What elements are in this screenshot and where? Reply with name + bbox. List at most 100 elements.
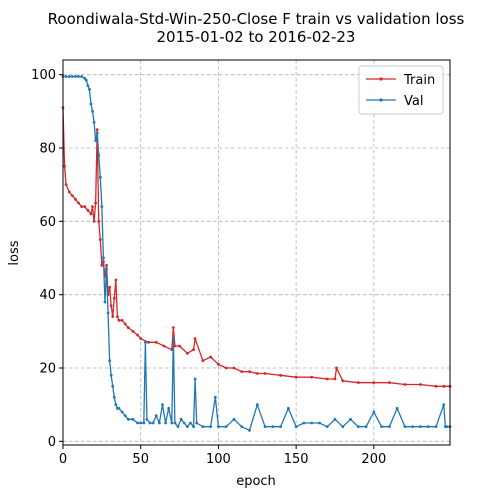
data-point-train xyxy=(114,278,118,282)
data-point-train xyxy=(111,315,115,319)
data-point-val xyxy=(88,87,91,91)
data-point-val xyxy=(84,78,88,82)
data-point-val xyxy=(112,395,116,399)
data-point-train xyxy=(193,337,197,341)
data-point-val xyxy=(442,403,446,407)
data-point-val xyxy=(189,421,192,425)
data-point-train xyxy=(95,128,99,132)
data-point-val xyxy=(142,421,146,425)
data-point-val xyxy=(106,311,110,315)
data-point-val xyxy=(64,75,68,78)
data-point-val xyxy=(318,421,321,425)
data-point-train xyxy=(240,370,244,374)
data-point-train xyxy=(255,372,259,375)
data-point-val xyxy=(103,300,107,304)
data-point-train xyxy=(356,381,360,385)
data-point-val xyxy=(232,417,236,421)
chart-title: Roondiwala-Std-Win-250-Close F train vs … xyxy=(48,10,465,28)
data-point-train xyxy=(108,285,112,289)
data-point-val xyxy=(426,425,430,429)
y-tick-label: 60 xyxy=(39,215,56,230)
data-point-train xyxy=(98,238,102,242)
data-point-val xyxy=(171,337,175,341)
data-point-val xyxy=(240,425,244,429)
data-point-val xyxy=(209,425,213,429)
data-point-val xyxy=(109,373,113,377)
data-point-val xyxy=(126,417,130,421)
data-point-val xyxy=(157,421,161,425)
data-point-train xyxy=(131,329,135,333)
y-tick-label: 40 xyxy=(39,288,56,303)
data-point-val xyxy=(117,406,121,410)
x-axis-label: epoch xyxy=(236,474,276,489)
data-point-train xyxy=(154,340,158,344)
series-line-train xyxy=(62,107,450,387)
x-tick-label: 0 xyxy=(59,452,67,467)
data-point-val xyxy=(95,131,99,135)
y-tick-label: 0 xyxy=(48,435,56,450)
data-point-train xyxy=(63,164,66,168)
data-point-train xyxy=(192,348,195,352)
data-point-train xyxy=(341,379,345,383)
data-point-val xyxy=(380,425,384,429)
data-point-train xyxy=(100,263,104,267)
data-point-val xyxy=(325,425,329,429)
data-point-val xyxy=(92,120,96,124)
data-point-train xyxy=(178,344,181,348)
data-point-val xyxy=(67,75,71,78)
data-point-train xyxy=(139,337,143,341)
data-point-train xyxy=(112,296,116,300)
data-point-val xyxy=(94,139,98,143)
data-point-val xyxy=(419,425,422,429)
data-point-val xyxy=(411,425,415,429)
data-point-val xyxy=(98,175,102,179)
data-point-train xyxy=(434,384,438,388)
data-point-val xyxy=(86,84,90,88)
data-point-val xyxy=(120,410,124,414)
legend: Train Val xyxy=(358,65,444,115)
data-point-val xyxy=(176,425,180,429)
data-point-train xyxy=(442,384,446,388)
data-point-val xyxy=(139,421,143,425)
x-tick-label: 50 xyxy=(132,452,149,467)
data-point-val xyxy=(143,340,147,344)
series-layer xyxy=(61,75,452,432)
data-point-train xyxy=(97,219,101,223)
data-point-val xyxy=(80,75,84,78)
data-point-val xyxy=(145,417,149,421)
data-point-val xyxy=(161,403,164,407)
data-point-val xyxy=(102,256,105,260)
data-point-val xyxy=(164,421,167,425)
legend-train-label: Train xyxy=(403,73,435,88)
data-point-val xyxy=(70,75,74,78)
data-point-val xyxy=(434,425,438,429)
y-tick-label: 100 xyxy=(31,68,56,83)
data-point-val xyxy=(74,75,77,78)
data-point-train xyxy=(162,344,166,348)
legend-train-marker xyxy=(379,77,383,81)
data-point-train xyxy=(333,377,337,381)
data-point-val xyxy=(387,425,391,429)
data-point-val xyxy=(279,425,282,429)
data-point-train xyxy=(109,304,113,308)
data-point-train xyxy=(80,205,84,209)
data-point-val xyxy=(310,421,314,425)
data-point-val xyxy=(193,377,197,381)
data-point-train xyxy=(372,381,376,385)
data-point-val xyxy=(263,425,267,429)
data-point-train xyxy=(126,326,130,330)
data-point-train xyxy=(92,219,96,223)
data-point-train xyxy=(77,201,80,205)
data-point-val xyxy=(111,384,115,388)
data-point-train xyxy=(120,318,124,322)
data-point-val xyxy=(100,205,104,209)
data-point-val xyxy=(148,421,152,425)
data-point-train xyxy=(83,205,87,209)
data-point-val xyxy=(170,421,174,425)
data-point-train xyxy=(147,340,150,344)
data-point-val xyxy=(403,425,407,429)
data-point-val xyxy=(136,421,140,425)
data-point-val xyxy=(395,406,399,410)
data-point-train xyxy=(217,362,220,366)
data-point-val xyxy=(341,425,345,429)
